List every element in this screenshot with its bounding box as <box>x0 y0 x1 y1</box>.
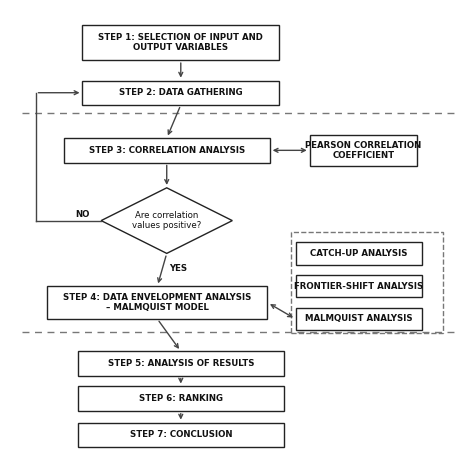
FancyBboxPatch shape <box>78 422 284 447</box>
Text: STEP 6: RANKING: STEP 6: RANKING <box>139 394 223 403</box>
Text: MALMQUIST ANALYSIS: MALMQUIST ANALYSIS <box>305 314 412 323</box>
Text: STEP 1: SELECTION OF INPUT AND
OUTPUT VARIABLES: STEP 1: SELECTION OF INPUT AND OUTPUT VA… <box>98 33 263 52</box>
FancyBboxPatch shape <box>82 25 279 60</box>
FancyBboxPatch shape <box>296 308 422 330</box>
Text: STEP 3: CORRELATION ANALYSIS: STEP 3: CORRELATION ANALYSIS <box>89 146 245 155</box>
FancyBboxPatch shape <box>64 138 270 163</box>
Text: YES: YES <box>169 264 188 273</box>
Text: PEARSON CORRELATION
COEFFICIENT: PEARSON CORRELATION COEFFICIENT <box>305 141 421 160</box>
Text: NO: NO <box>75 210 90 219</box>
FancyBboxPatch shape <box>310 135 417 165</box>
Text: STEP 2: DATA GATHERING: STEP 2: DATA GATHERING <box>119 88 243 97</box>
Text: Are correlation
values positive?: Are correlation values positive? <box>132 211 201 230</box>
Text: STEP 7: CONCLUSION: STEP 7: CONCLUSION <box>129 430 232 439</box>
FancyBboxPatch shape <box>47 286 267 319</box>
FancyBboxPatch shape <box>78 386 284 411</box>
FancyBboxPatch shape <box>82 81 279 105</box>
FancyBboxPatch shape <box>78 351 284 376</box>
Polygon shape <box>101 188 232 254</box>
Text: FRONTIER-SHIFT ANALYSIS: FRONTIER-SHIFT ANALYSIS <box>294 282 423 291</box>
FancyBboxPatch shape <box>296 275 422 297</box>
Text: STEP 4: DATA ENVELOPMENT ANALYSIS
– MALMQUIST MODEL: STEP 4: DATA ENVELOPMENT ANALYSIS – MALM… <box>63 293 252 312</box>
FancyBboxPatch shape <box>296 242 422 264</box>
Text: STEP 5: ANALYSIS OF RESULTS: STEP 5: ANALYSIS OF RESULTS <box>108 359 254 368</box>
Text: CATCH-UP ANALYSIS: CATCH-UP ANALYSIS <box>310 249 408 258</box>
